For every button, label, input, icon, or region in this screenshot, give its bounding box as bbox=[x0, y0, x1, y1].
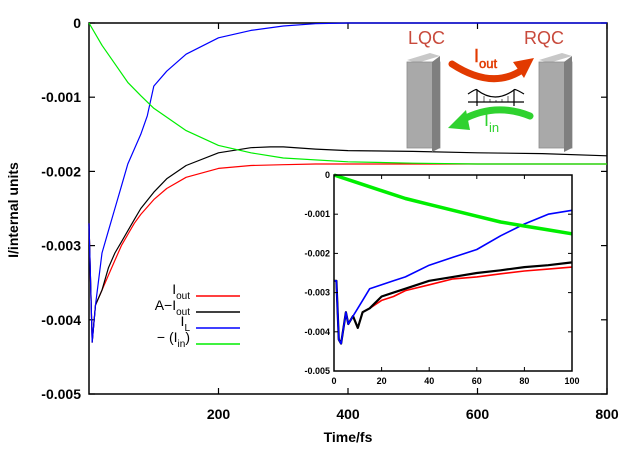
inset-series-line-2 bbox=[334, 209, 573, 345]
main-y-tick-label: -0.001 bbox=[41, 89, 81, 105]
legend-entry: − (Iin) bbox=[157, 329, 240, 350]
inset-y-tick-label: -0.005 bbox=[304, 366, 330, 376]
main-series-line-3 bbox=[88, 22, 607, 165]
out-arrow-label: Iout bbox=[474, 46, 497, 71]
main-y-axis: 0 -0.001 -0.002 -0.003 -0.004 -0.005 bbox=[41, 15, 607, 402]
inset-x-tick-label: 100 bbox=[564, 376, 579, 386]
inset-y-tick-label: -0.002 bbox=[304, 248, 330, 258]
inset-y-tick-label: -0.004 bbox=[304, 327, 330, 337]
inset-y-tick-label: 0 bbox=[325, 170, 330, 180]
inset-series-group bbox=[333, 173, 573, 345]
main-y-tick-label: -0.004 bbox=[41, 312, 81, 328]
inset-x-tick-label: 0 bbox=[331, 376, 336, 386]
bridge-icon bbox=[467, 88, 525, 106]
legend-label: Iout bbox=[172, 281, 190, 302]
out-arrowhead-icon bbox=[513, 58, 534, 78]
junction-diagram: LQC RQC Iout Iin bbox=[406, 28, 573, 152]
main-y-tick-label: -0.003 bbox=[41, 238, 81, 254]
legend-label: IL bbox=[181, 313, 191, 334]
in-arrowhead-icon bbox=[448, 110, 470, 130]
in-arrow-label: Iin bbox=[484, 110, 499, 135]
lqc-label: LQC bbox=[408, 28, 445, 48]
inset-x-tick-label: 20 bbox=[377, 376, 387, 386]
main-series-line-0 bbox=[88, 163, 607, 343]
main-series-line-1 bbox=[88, 146, 608, 343]
main-y-tick-label: -0.002 bbox=[41, 163, 81, 179]
legend-entry: IL bbox=[181, 313, 240, 334]
inset-x-axis: 0 20 40 60 80 100 bbox=[331, 175, 580, 386]
inset-x-tick-label: 40 bbox=[424, 376, 434, 386]
main-y-tick-label: -0.005 bbox=[41, 386, 81, 402]
inset-series-line-3 bbox=[333, 173, 573, 236]
inset-background bbox=[334, 175, 572, 371]
out-arrow-icon bbox=[448, 60, 526, 83]
legend-label: − (Iin) bbox=[157, 329, 190, 350]
main-x-tick-label: 600 bbox=[466, 406, 490, 422]
y-axis-label: I/internal units bbox=[5, 162, 21, 258]
rqc-label: RQC bbox=[524, 28, 564, 48]
inset-x-tick-label: 80 bbox=[519, 376, 529, 386]
main-series-line-2 bbox=[88, 22, 607, 343]
lqc-box-icon bbox=[406, 53, 441, 152]
x-axis-label: Time/fs bbox=[324, 429, 373, 445]
rqc-box-icon bbox=[538, 53, 573, 152]
inset-y-axis: 0 -0.001 -0.002 -0.003 -0.004 -0.005 bbox=[304, 170, 572, 376]
legend-label: A−Iout bbox=[155, 297, 191, 318]
main-x-tick-label: 200 bbox=[207, 406, 231, 422]
legend-entry: Iout bbox=[172, 281, 240, 302]
inset-y-tick-label: -0.003 bbox=[304, 288, 330, 298]
main-x-tick-label: 800 bbox=[595, 406, 619, 422]
main-x-axis: 200 400 600 800 bbox=[207, 23, 619, 422]
inset-x-tick-label: 60 bbox=[472, 376, 482, 386]
legend-entry: A−Iout bbox=[155, 297, 240, 318]
inset-plot-frame bbox=[333, 174, 573, 372]
main-y-tick-label: 0 bbox=[73, 15, 81, 31]
main-x-tick-label: 400 bbox=[336, 406, 360, 422]
inset-y-tick-label: -0.001 bbox=[304, 209, 330, 219]
in-arrow-icon bbox=[458, 106, 534, 124]
main-series-group bbox=[88, 22, 608, 343]
